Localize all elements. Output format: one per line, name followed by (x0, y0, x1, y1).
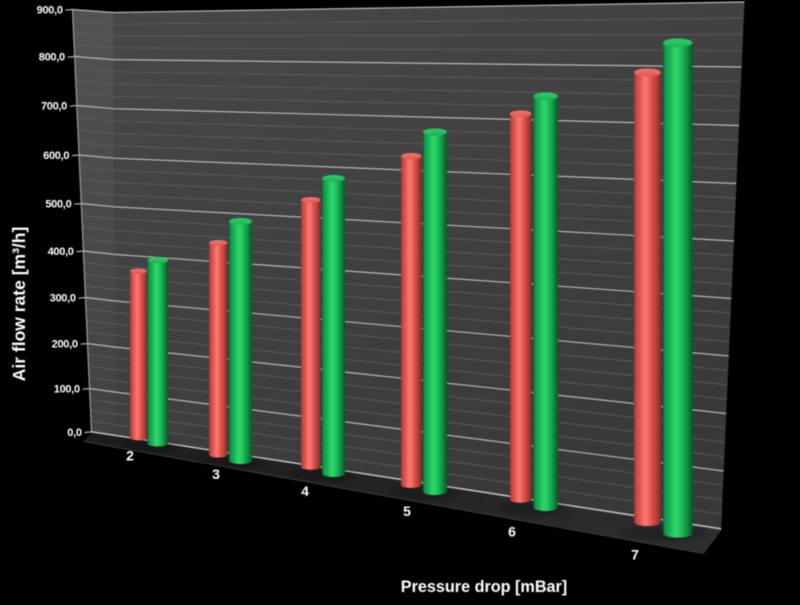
svg-text:2: 2 (126, 447, 134, 463)
svg-text:500,0: 500,0 (45, 199, 71, 211)
svg-text:0,0: 0,0 (67, 427, 82, 439)
svg-text:6: 6 (508, 523, 516, 539)
svg-text:200,0: 200,0 (52, 339, 78, 351)
svg-text:400,0: 400,0 (48, 246, 74, 258)
svg-text:4: 4 (301, 483, 309, 499)
svg-text:600,0: 600,0 (43, 150, 69, 162)
svg-text:5: 5 (403, 503, 411, 519)
svg-text:Air flow rate [m³/h]: Air flow rate [m³/h] (9, 227, 29, 382)
svg-text:800,0: 800,0 (39, 52, 65, 64)
svg-text:300,0: 300,0 (50, 293, 76, 305)
svg-text:7: 7 (631, 546, 639, 562)
svg-text:3: 3 (212, 466, 220, 482)
svg-text:100,0: 100,0 (54, 384, 80, 396)
svg-text:900,0: 900,0 (37, 5, 63, 17)
svg-text:700,0: 700,0 (41, 101, 67, 113)
svg-text:Pressure drop [mBar]: Pressure drop [mBar] (401, 578, 567, 596)
